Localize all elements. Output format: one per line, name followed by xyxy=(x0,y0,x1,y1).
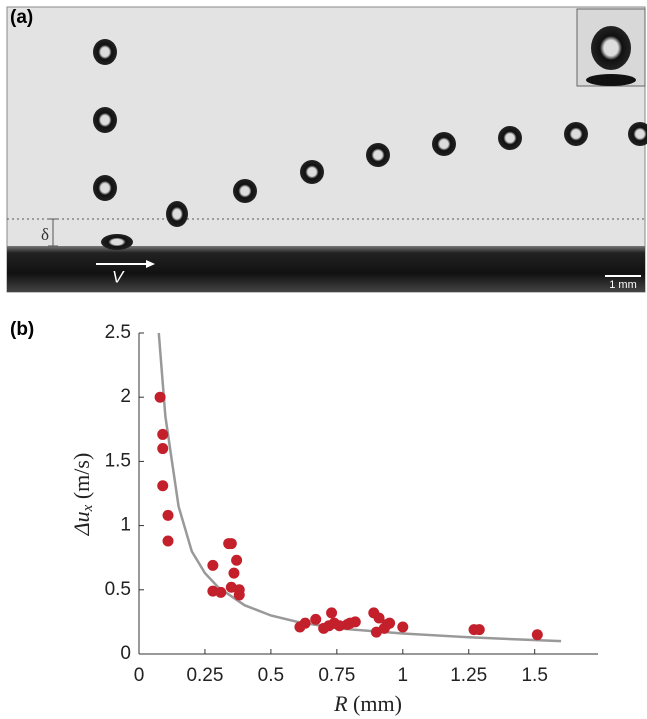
data-point xyxy=(473,624,485,636)
data-point xyxy=(349,616,361,628)
y-tick-label: 0 xyxy=(120,643,131,664)
y-axis-unit: (m/s) xyxy=(69,453,94,505)
x-tick-label: 1.25 xyxy=(450,665,487,686)
data-point xyxy=(373,612,385,624)
gap-label: δ xyxy=(41,225,49,244)
panel-label: (b) xyxy=(10,319,34,340)
x-axis-symbol: R xyxy=(333,691,348,716)
data-point xyxy=(157,443,169,455)
y-axis-label: Δux (m/s) xyxy=(69,453,96,537)
x-tick-label: 1 xyxy=(398,665,409,686)
data-point xyxy=(384,617,396,629)
data-point xyxy=(326,607,338,619)
data-point xyxy=(162,509,174,521)
y-tick-label: 1.5 xyxy=(105,450,131,471)
velocity-label: V xyxy=(112,267,125,286)
y-tick-label: 0.5 xyxy=(105,579,131,600)
data-point xyxy=(157,428,169,440)
x-axis-unit: (mm) xyxy=(348,691,402,716)
x-tick-label: 0.75 xyxy=(318,665,355,686)
data-point xyxy=(207,559,219,571)
y-tick-label: 1 xyxy=(120,515,131,536)
data-point xyxy=(299,617,311,629)
x-tick-label: 0.5 xyxy=(258,665,284,686)
x-axis-label: R (mm) xyxy=(333,691,402,716)
data-point xyxy=(157,480,169,492)
panel-label: (a) xyxy=(10,7,33,28)
data-point xyxy=(231,554,243,566)
data-point xyxy=(225,538,237,550)
scale-label: 1 mm xyxy=(609,279,637,291)
x-tick-label: 1.5 xyxy=(521,665,547,686)
data-point xyxy=(233,589,245,601)
y-tick-label: 2 xyxy=(120,386,131,407)
y-tick-label: 2.5 xyxy=(105,322,131,343)
data-point xyxy=(162,535,174,547)
data-point xyxy=(531,629,543,641)
data-point xyxy=(215,586,227,598)
x-tick-label: 0.25 xyxy=(186,665,223,686)
y-axis-subscript: x xyxy=(80,504,96,512)
data-point xyxy=(228,567,240,579)
photo xyxy=(6,6,647,293)
fit-curve xyxy=(157,332,562,643)
data-point xyxy=(397,621,409,633)
data-point xyxy=(154,391,166,403)
x-tick-label: 0 xyxy=(134,665,145,686)
y-axis-symbol: Δu xyxy=(69,511,94,536)
data-point xyxy=(310,613,322,625)
